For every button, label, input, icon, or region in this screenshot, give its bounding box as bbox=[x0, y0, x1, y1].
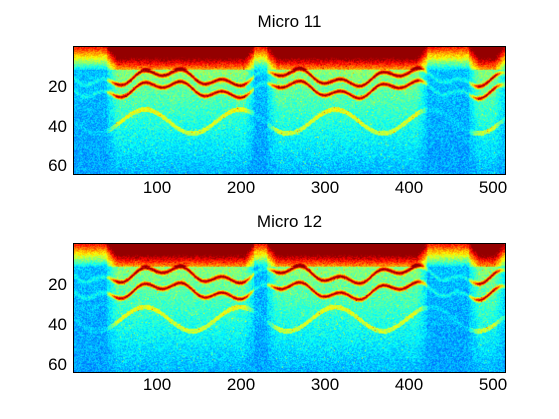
x-tick-label: 500 bbox=[478, 178, 508, 197]
x-tick-label: 400 bbox=[394, 375, 424, 394]
y-tick-label: 20 bbox=[48, 275, 67, 294]
x-tick-label: 400 bbox=[394, 178, 424, 197]
x-tick-label: 300 bbox=[310, 375, 340, 394]
y-tick-label: 40 bbox=[48, 315, 67, 334]
x-tick-label: 100 bbox=[142, 375, 172, 394]
spectrogram-image bbox=[74, 244, 505, 372]
spectrogram-plot-area bbox=[73, 46, 506, 175]
chart-title: Micro 11 bbox=[257, 12, 322, 31]
spectrogram-image bbox=[74, 47, 505, 174]
y-tick-label: 40 bbox=[48, 117, 67, 136]
x-tick-label: 200 bbox=[226, 178, 256, 197]
y-tick-label: 60 bbox=[48, 156, 67, 175]
x-tick-label: 300 bbox=[310, 178, 340, 197]
x-tick-label: 500 bbox=[478, 375, 508, 394]
chart-title: Micro 12 bbox=[256, 212, 323, 231]
y-tick-label: 60 bbox=[48, 355, 67, 374]
x-tick-label: 200 bbox=[226, 375, 256, 394]
y-tick-label: 20 bbox=[48, 77, 67, 96]
spectrogram-plot-area bbox=[73, 243, 506, 373]
x-tick-label: 100 bbox=[142, 178, 172, 197]
